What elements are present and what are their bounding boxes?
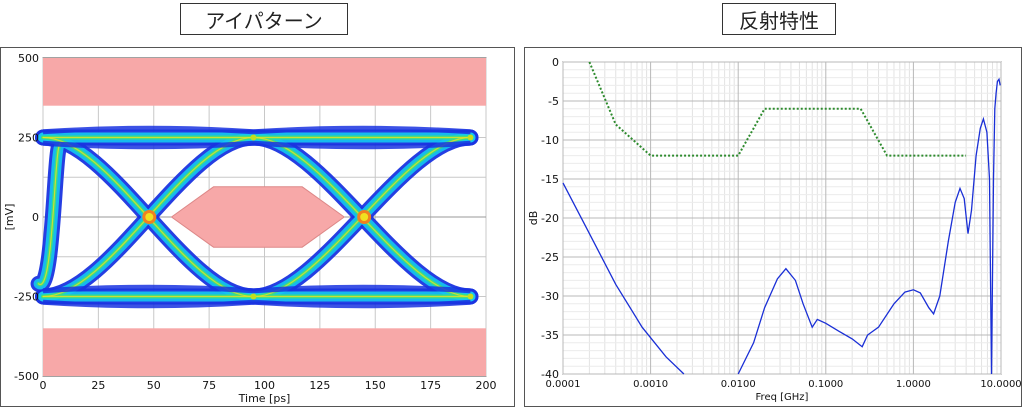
mask-center-hexagon (170, 186, 346, 248)
y-tick-label: -250 (14, 291, 39, 304)
eye-diagram-panel: 0 25 50 75 100 125 150 175 200 500 250 0 -250 -500 Tim… (0, 47, 515, 407)
reflection-title: 反射特性 (722, 3, 836, 35)
eye-level-spread (42, 299, 471, 309)
y-tick-label: -25 (541, 251, 559, 264)
y-tick-label: -10 (541, 134, 559, 147)
y-tick-label: -40 (541, 368, 559, 381)
x-tick-label: 10.0000 (980, 379, 1021, 390)
level-crossing-spot (250, 134, 257, 141)
x-tick-label: 125 (309, 379, 330, 392)
y-axis-label: [mV] (3, 204, 16, 231)
reflection-curve (562, 182, 685, 375)
y-axis-label: dB (527, 211, 540, 226)
eye-level-spread (42, 140, 471, 150)
y-tick-label: 0 (32, 211, 39, 224)
x-tick-label: 150 (365, 379, 386, 392)
reflection-curve (737, 77, 1001, 375)
spec-limit-line (588, 61, 967, 157)
crossing-hotspot-core (145, 213, 154, 221)
x-axis-label: Time [ps] (238, 392, 291, 405)
y-tick-label: -500 (14, 370, 39, 383)
eye-level-spread (42, 125, 471, 135)
x-tick-label: 0.0001 (546, 379, 581, 390)
x-tick-label: 50 (147, 379, 161, 392)
crossing-hotspot-core (360, 213, 369, 221)
eye-diagram-chart: 0 25 50 75 100 125 150 175 200 500 250 0 -250 -500 Tim… (3, 52, 497, 405)
x-tick-label: 200 (476, 379, 497, 392)
y-tick-label: -30 (541, 290, 559, 303)
y-tick-label: 0 (552, 56, 559, 69)
x-axis-label: Freq [GHz] (756, 392, 809, 403)
level-crossing-spot (467, 293, 474, 300)
y-tick-label: -20 (541, 212, 559, 225)
reflection-panel: 0.0001 0.0010 0.0100 0.1000 1.0000 10.0000 0 -5… (524, 47, 1022, 407)
x-tick-label: 175 (420, 379, 441, 392)
reflection-chart: 0.0001 0.0010 0.0100 0.1000 1.0000 10.0000 0 -5… (527, 56, 1022, 403)
eye-pattern-title: アイパターン (180, 3, 348, 35)
level-crossing-spot (250, 293, 257, 300)
y-tick-label: -5 (548, 95, 559, 108)
x-tick-label: 1.0000 (896, 379, 931, 390)
x-tick-label: 0.1000 (808, 379, 843, 390)
x-tick-label: 0.0010 (633, 379, 668, 390)
y-tick-label: 500 (18, 52, 39, 65)
mask-bottom (43, 328, 486, 376)
x-tick-label: 0.0100 (721, 379, 756, 390)
x-tick-label: 75 (202, 379, 216, 392)
y-tick-label: -15 (541, 173, 559, 186)
eye-traces (30, 125, 479, 309)
x-tick-label: 0 (40, 379, 47, 392)
eye-trace (37, 143, 62, 285)
mask-top (43, 58, 486, 106)
x-tick-label: 100 (254, 379, 275, 392)
eye-level-spread (42, 284, 471, 294)
x-tick-label: 25 (91, 379, 105, 392)
y-tick-label: -35 (541, 329, 559, 342)
y-tick-label: 250 (18, 132, 39, 145)
level-crossing-spot (467, 134, 474, 141)
